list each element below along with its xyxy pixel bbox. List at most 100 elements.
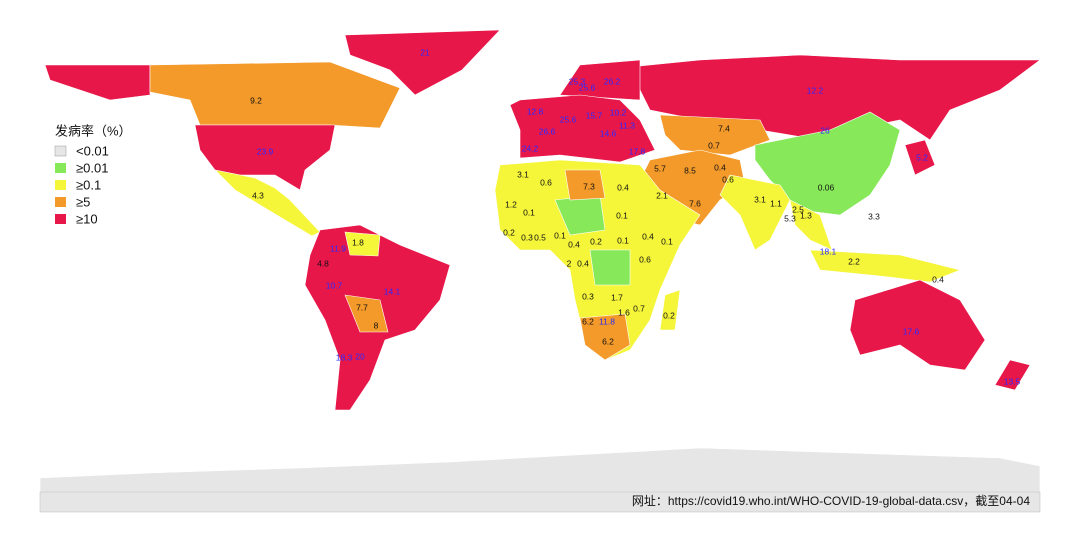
region-label: 0.1 — [554, 230, 566, 240]
region-label: 4.8 — [317, 258, 329, 268]
region-label: 25.3 — [569, 76, 586, 86]
region-label: 3.1 — [517, 169, 529, 179]
region-labels: 21 9.2 23.9 4.3 12.2 7.4 26 0.06 5.2 0.7 0.4 0.6 3.1… — [250, 47, 1020, 386]
region-label: 5.3 — [784, 213, 796, 223]
region-label: 0.4 — [642, 231, 654, 241]
region-label: 18.3 — [336, 352, 353, 362]
japan — [904, 139, 936, 176]
region-label: 0.2 — [503, 227, 515, 237]
region-label: 14.1 — [384, 286, 401, 296]
region-label: 0.7 — [708, 140, 720, 150]
mexico — [214, 169, 321, 237]
region-label: 1.7 — [611, 292, 623, 302]
madagascar — [659, 289, 681, 331]
venezuela — [344, 231, 381, 257]
region-label: 23.9 — [257, 146, 274, 156]
region-label: 0.4 — [577, 258, 589, 268]
region-label: 12.8 — [527, 106, 544, 116]
region-label: 0.4 — [617, 182, 629, 192]
region-label: 0.4 — [568, 239, 580, 249]
indonesia — [809, 249, 961, 283]
canada — [149, 61, 401, 129]
libya — [564, 169, 606, 201]
land — [39, 29, 1041, 493]
greenland — [344, 29, 501, 96]
region-label: 26.6 — [539, 126, 556, 136]
region-label: 4.3 — [252, 190, 264, 200]
region-label: 1.3 — [800, 210, 812, 220]
region-label: 0.2 — [590, 236, 602, 246]
legend-title: 发病率（%） — [55, 123, 132, 138]
legend-swatch — [54, 145, 67, 157]
legend-label: ≥5 — [76, 194, 90, 209]
europe — [509, 94, 656, 163]
legend-swatch — [55, 197, 66, 207]
region-label: 0.7 — [633, 303, 645, 313]
region-label: 6.2 — [582, 316, 594, 326]
region-label: 15.7 — [586, 110, 603, 120]
australia — [849, 279, 986, 371]
region-label: 0.1 — [661, 236, 673, 246]
region-label: 11.9 — [330, 243, 346, 253]
region-label: 0.3 — [582, 291, 594, 301]
legend-swatch — [55, 214, 66, 224]
region-label: 1.8 — [352, 237, 364, 247]
region-label: 0.4 — [714, 162, 726, 172]
region-label: 0.6 — [639, 254, 651, 264]
india — [719, 174, 791, 251]
region-label: 20 — [355, 351, 365, 361]
region-label: 0.06 — [818, 182, 835, 192]
region-label: 8 — [374, 320, 379, 330]
region-label: 2.1 — [656, 190, 668, 200]
region-label: 14.6 — [600, 128, 617, 138]
legend-label: ≥10 — [76, 211, 98, 226]
region-label: 26.2 — [604, 76, 621, 86]
region-label: 10.2 — [610, 107, 627, 117]
region-label: 11.8 — [599, 316, 615, 326]
legend-swatch — [55, 180, 66, 190]
region-label: 25.6 — [560, 114, 577, 124]
region-label: 5.2 — [916, 152, 928, 162]
region-label: 0.2 — [663, 310, 675, 320]
region-label: 9.2 — [250, 95, 262, 105]
region-label: 0.1 — [617, 235, 629, 245]
region-label: 8.5 — [684, 165, 696, 175]
southeast-asia — [789, 199, 833, 251]
alaska — [44, 64, 151, 101]
legend-swatch — [55, 163, 66, 173]
new-zealand — [994, 359, 1031, 391]
region-label: 7.6 — [689, 198, 701, 208]
scandinavia — [559, 59, 641, 101]
region-label: 3.3 — [868, 211, 880, 221]
region-label: 0.4 — [932, 274, 944, 284]
region-label: 18.1 — [820, 246, 837, 256]
region-label: 7.3 — [583, 181, 595, 191]
region-label: 1.1 — [770, 198, 782, 208]
region-label: 5.7 — [654, 163, 666, 173]
region-label: 17.8 — [629, 146, 646, 156]
region-label: 17.6 — [903, 326, 920, 336]
antarctica — [39, 447, 1041, 493]
china — [754, 111, 901, 216]
region-label: 2 — [567, 258, 572, 268]
region-label: 26 — [820, 125, 830, 135]
region-label: 0.1 — [616, 210, 628, 220]
region-label: 6.2 — [602, 336, 614, 346]
region-label: 0.6 — [722, 174, 734, 184]
region-label: 7.7 — [356, 302, 368, 312]
footer-bar — [39, 491, 1041, 513]
region-label: 12.2 — [807, 85, 824, 95]
region-label: 1.6 — [618, 307, 630, 317]
region-label: 10.7 — [326, 280, 343, 290]
legend-label: ≥0.1 — [76, 177, 101, 192]
legend: 发病率（%） <0.01 ≥0.01 ≥0.1 ≥5 ≥10 — [54, 123, 132, 226]
region-label: 3.1 — [754, 194, 766, 204]
bolivia — [344, 294, 389, 333]
source-note: 网址：https://covid19.who.int/WHO-COVID-19-… — [632, 494, 1030, 508]
region-label: 25.6 — [579, 82, 596, 92]
region-label: 2.5 — [792, 204, 804, 214]
central-africa — [589, 249, 631, 286]
region-label: 7.4 — [718, 123, 730, 133]
usa — [194, 124, 336, 191]
